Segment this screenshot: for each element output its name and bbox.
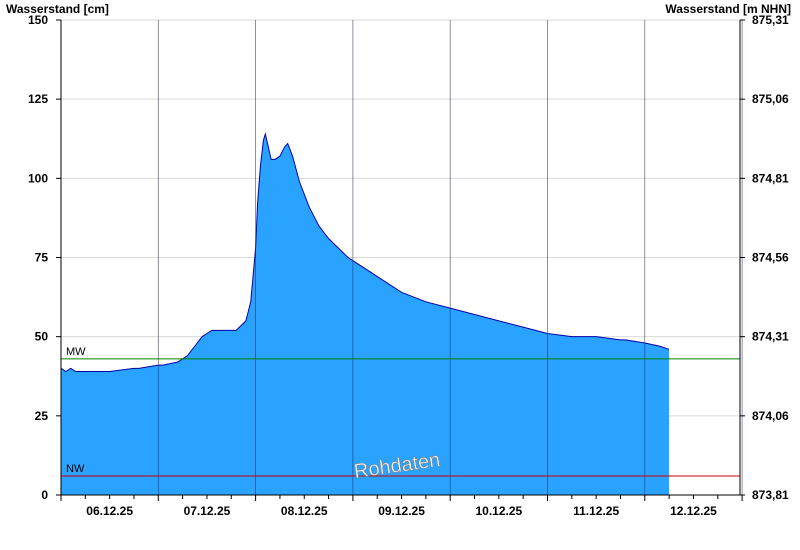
y-tick-label-left: 125 (28, 92, 48, 106)
water-level-fill (61, 134, 670, 495)
y-axis-title-left: Wasserstand [cm] (6, 2, 109, 16)
y-tick-label-right: 874,06 (752, 409, 789, 423)
y-tick-label-left: 75 (35, 251, 49, 265)
y-tick-label-right: 875,06 (752, 92, 789, 106)
y-tick-label-left: 0 (41, 488, 48, 502)
axes (56, 19, 745, 501)
y-tick-label-left: 25 (35, 409, 49, 423)
water-level-area (60, 132, 670, 495)
y-tick-label-right: 873,81 (752, 488, 789, 502)
reference-lines: MW NW (61, 346, 740, 477)
y-axis-title-right: Wasserstand [m NHN] (665, 2, 791, 16)
tick-labels: 0 873,81 25 874,06 50 874,31 75 874,56 100 874,81… (28, 13, 789, 518)
y-tick-label-right: 874,81 (752, 171, 789, 185)
y-tick-label-left: 150 (28, 13, 48, 27)
x-tick-label: 08.12.25 (281, 504, 328, 518)
x-tick-label: 07.12.25 (184, 504, 231, 518)
reference-label-mw: MW (66, 346, 86, 358)
x-tick-label: 10.12.25 (475, 504, 522, 518)
y-tick-label-right: 875,31 (752, 13, 789, 27)
x-tick-label: 12.12.25 (670, 504, 717, 518)
x-tick-label: 09.12.25 (378, 504, 425, 518)
water-level-line (60, 132, 670, 373)
x-tick-label: 11.12.25 (573, 504, 619, 518)
y-tick-label-left: 100 (28, 171, 48, 185)
x-tick-label: 06.12.25 (86, 504, 133, 518)
y-tick-label-right: 874,31 (752, 330, 789, 344)
y-tick-label-left: 50 (35, 330, 49, 344)
y-tick-label-right: 874,56 (752, 251, 789, 265)
reference-label-nw: NW (66, 463, 85, 475)
